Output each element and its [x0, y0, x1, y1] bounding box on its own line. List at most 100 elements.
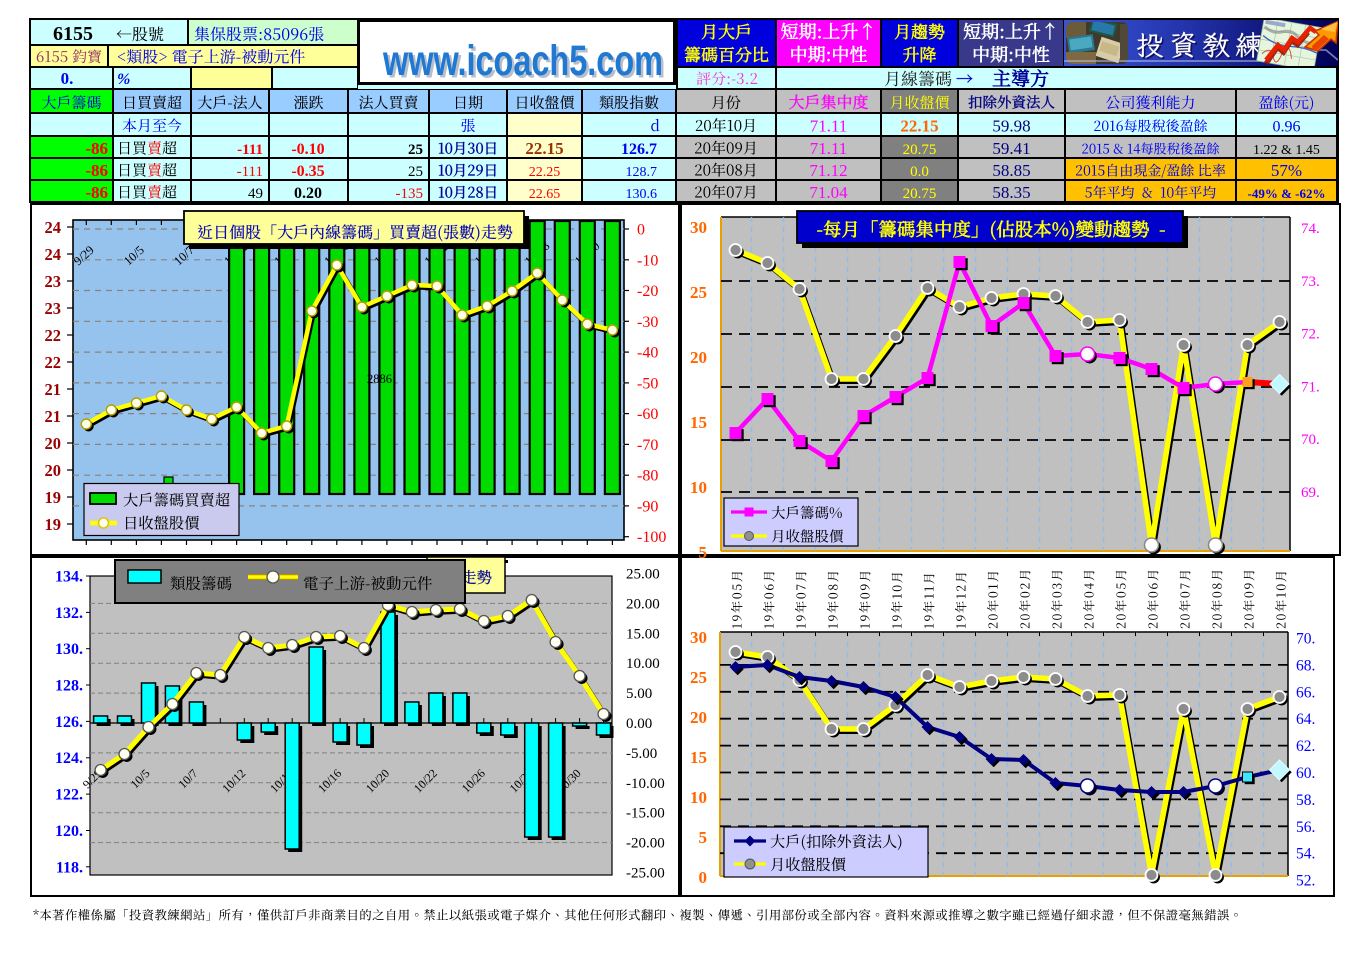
svg-text:20: 20 — [690, 348, 707, 367]
svg-text:20: 20 — [45, 461, 62, 480]
svg-text:58.35: 58.35 — [992, 183, 1030, 202]
svg-text:134.: 134. — [55, 569, 83, 586]
svg-text:20.75: 20.75 — [903, 142, 937, 158]
svg-text:25: 25 — [690, 668, 707, 687]
svg-text:5: 5 — [699, 828, 708, 847]
svg-text:60.: 60. — [1296, 765, 1315, 782]
svg-text:128.: 128. — [55, 678, 83, 695]
svg-text:5: 5 — [699, 543, 708, 562]
svg-text:www.icoach5.com: www.icoach5.com — [382, 37, 663, 85]
svg-text:-40: -40 — [637, 345, 658, 362]
svg-text:-49% & -62%: -49% & -62% — [1248, 186, 1326, 201]
svg-text:0.96: 0.96 — [1273, 119, 1301, 136]
svg-text:22: 22 — [45, 326, 62, 345]
svg-text:15: 15 — [690, 748, 707, 767]
svg-text:24: 24 — [45, 245, 62, 264]
svg-text:0.20: 0.20 — [294, 185, 322, 202]
svg-text:71.11: 71.11 — [810, 117, 848, 136]
svg-text:132.: 132. — [55, 605, 83, 622]
svg-text:-60: -60 — [637, 406, 658, 423]
svg-text:10.00: 10.00 — [626, 656, 660, 672]
svg-text:-20.00: -20.00 — [626, 836, 665, 852]
svg-text:69.: 69. — [1301, 485, 1320, 501]
svg-text:23: 23 — [45, 272, 62, 291]
svg-text:-50: -50 — [637, 375, 658, 392]
svg-text:0.: 0. — [61, 69, 74, 88]
svg-text:128.7: 128.7 — [626, 165, 658, 180]
svg-text:-20: -20 — [637, 283, 658, 300]
svg-text:10: 10 — [690, 478, 707, 497]
svg-text:-5.00: -5.00 — [626, 746, 657, 762]
svg-text:25: 25 — [408, 142, 423, 158]
svg-text:-80: -80 — [637, 468, 658, 485]
svg-text:0: 0 — [637, 222, 645, 239]
svg-text:21: 21 — [45, 407, 62, 426]
svg-text:124.: 124. — [55, 750, 83, 767]
svg-text:-135: -135 — [396, 186, 424, 202]
svg-text:-86: -86 — [85, 139, 108, 158]
svg-text:-100: -100 — [637, 529, 666, 546]
svg-text:-30: -30 — [637, 314, 658, 331]
svg-text:6155: 6155 — [53, 23, 93, 45]
svg-text:120.: 120. — [55, 823, 83, 840]
svg-text:-111: -111 — [237, 164, 263, 180]
svg-text:2886: 2886 — [367, 372, 392, 386]
svg-text:-90: -90 — [637, 498, 658, 515]
svg-text:71.11: 71.11 — [810, 139, 848, 158]
svg-text:-0.35: -0.35 — [291, 163, 324, 180]
svg-text:54.: 54. — [1296, 846, 1315, 863]
svg-text:19: 19 — [45, 515, 62, 534]
svg-text:24: 24 — [45, 218, 62, 237]
svg-text:70.: 70. — [1301, 432, 1320, 448]
svg-text:19: 19 — [45, 488, 62, 507]
svg-text:72.: 72. — [1301, 327, 1320, 343]
svg-text:22.25: 22.25 — [529, 165, 561, 180]
svg-text:www.icoach5.com: www.icoach5.com — [385, 40, 666, 88]
svg-text:20: 20 — [45, 434, 62, 453]
svg-text:74.: 74. — [1301, 221, 1320, 237]
svg-text:15.00: 15.00 — [626, 626, 660, 642]
svg-text:66.: 66. — [1296, 684, 1315, 701]
svg-text:126.: 126. — [55, 714, 83, 731]
svg-text:71.12: 71.12 — [809, 161, 847, 180]
svg-text:22.15: 22.15 — [525, 139, 563, 158]
svg-text:64.: 64. — [1296, 711, 1315, 728]
svg-text:122.: 122. — [55, 787, 83, 804]
svg-text:25: 25 — [408, 164, 423, 180]
svg-text:30: 30 — [690, 218, 707, 237]
svg-text:25.00: 25.00 — [626, 567, 660, 583]
svg-text:130.6: 130.6 — [626, 187, 658, 202]
svg-text:-25.00: -25.00 — [626, 866, 665, 882]
svg-text:-70: -70 — [637, 437, 658, 454]
svg-text:-10: -10 — [637, 252, 658, 269]
svg-text:56.: 56. — [1296, 819, 1315, 836]
svg-text:71.: 71. — [1301, 379, 1320, 395]
svg-text:20: 20 — [690, 708, 707, 727]
svg-text:58.85: 58.85 — [992, 161, 1030, 180]
svg-text:52.: 52. — [1296, 873, 1315, 890]
svg-text:21: 21 — [45, 380, 62, 399]
svg-text:71.04: 71.04 — [809, 183, 848, 202]
svg-text:62.: 62. — [1296, 738, 1315, 755]
svg-text:%: % — [117, 71, 130, 88]
svg-text:-0.10: -0.10 — [291, 141, 324, 158]
svg-text:-86: -86 — [85, 161, 108, 180]
svg-text:-15.00: -15.00 — [626, 806, 665, 822]
svg-text:68.: 68. — [1296, 657, 1315, 674]
svg-text:22.15: 22.15 — [900, 117, 938, 136]
svg-text:20.00: 20.00 — [626, 596, 660, 612]
svg-text:57%: 57% — [1271, 161, 1302, 180]
svg-text:30: 30 — [690, 628, 707, 647]
svg-text:49: 49 — [248, 186, 263, 202]
svg-text:-111: -111 — [237, 142, 263, 158]
svg-text:15: 15 — [690, 413, 707, 432]
svg-text:0.00: 0.00 — [626, 716, 652, 732]
svg-text:5.00: 5.00 — [626, 686, 652, 702]
svg-text:1.22 & 1.45: 1.22 & 1.45 — [1253, 143, 1320, 158]
svg-text:70.: 70. — [1296, 631, 1315, 648]
svg-text:0: 0 — [699, 868, 708, 887]
svg-text:73.: 73. — [1301, 274, 1320, 290]
svg-text:0.0: 0.0 — [910, 164, 929, 180]
svg-text:22.65: 22.65 — [529, 187, 561, 202]
svg-text:118.: 118. — [56, 859, 83, 876]
